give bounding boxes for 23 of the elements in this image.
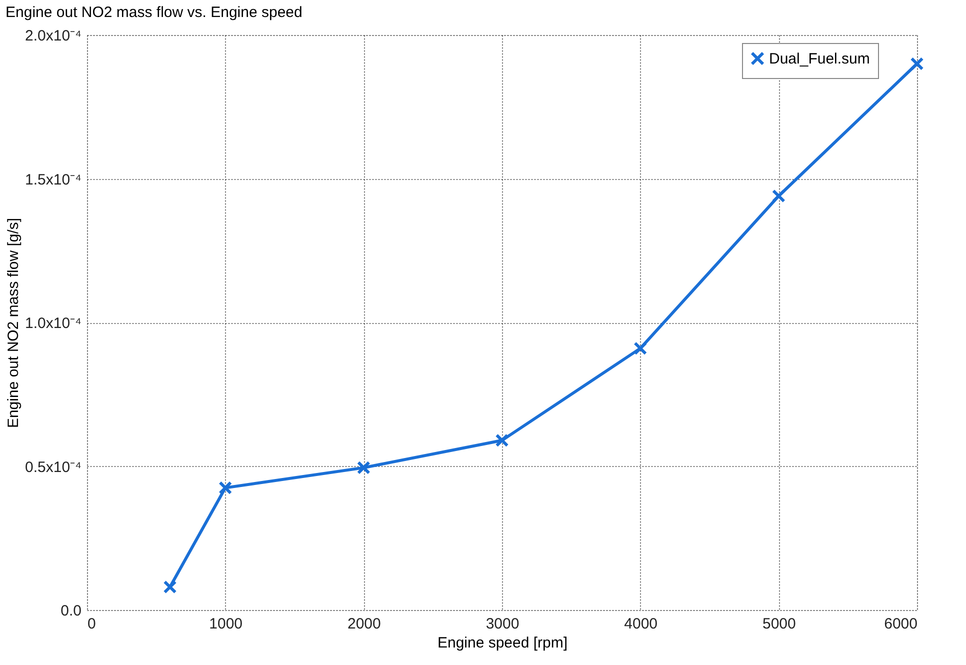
x-tick-label: 1000 (209, 616, 243, 632)
y-tick-label: 0.0 (60, 602, 82, 620)
point (495, 434, 509, 448)
point (772, 189, 786, 203)
point (910, 57, 924, 70)
x-tick-label: 0 (88, 616, 96, 632)
legend-label: Dual_Fuel.sum (769, 50, 870, 68)
x-tick-label: 4000 (624, 616, 658, 632)
x-tick-label: 3000 (486, 616, 520, 632)
y-tick-label: 1.5x10⁻⁴ (25, 171, 82, 188)
y-tick-label: 1.0x10⁻⁴ (25, 315, 82, 332)
y-tick-label: 0.5x10⁻⁴ (25, 458, 82, 476)
chart-title: Engine out NO2 mass flow vs. Engine speed (6, 4, 302, 21)
point (634, 342, 648, 356)
x-axis-title: Engine speed [rpm] (437, 634, 568, 652)
point (218, 481, 232, 495)
x-tick-label: 2000 (347, 616, 381, 632)
y-tick-label: 2.0x10⁻⁴ (25, 28, 82, 44)
point (356, 460, 370, 474)
x-tick-label: 6000 (884, 616, 918, 632)
point (163, 580, 177, 594)
x-tick-label: 5000 (762, 616, 796, 632)
y-axis-title: Engine out NO2 mass flow [g/s] (5, 218, 22, 428)
